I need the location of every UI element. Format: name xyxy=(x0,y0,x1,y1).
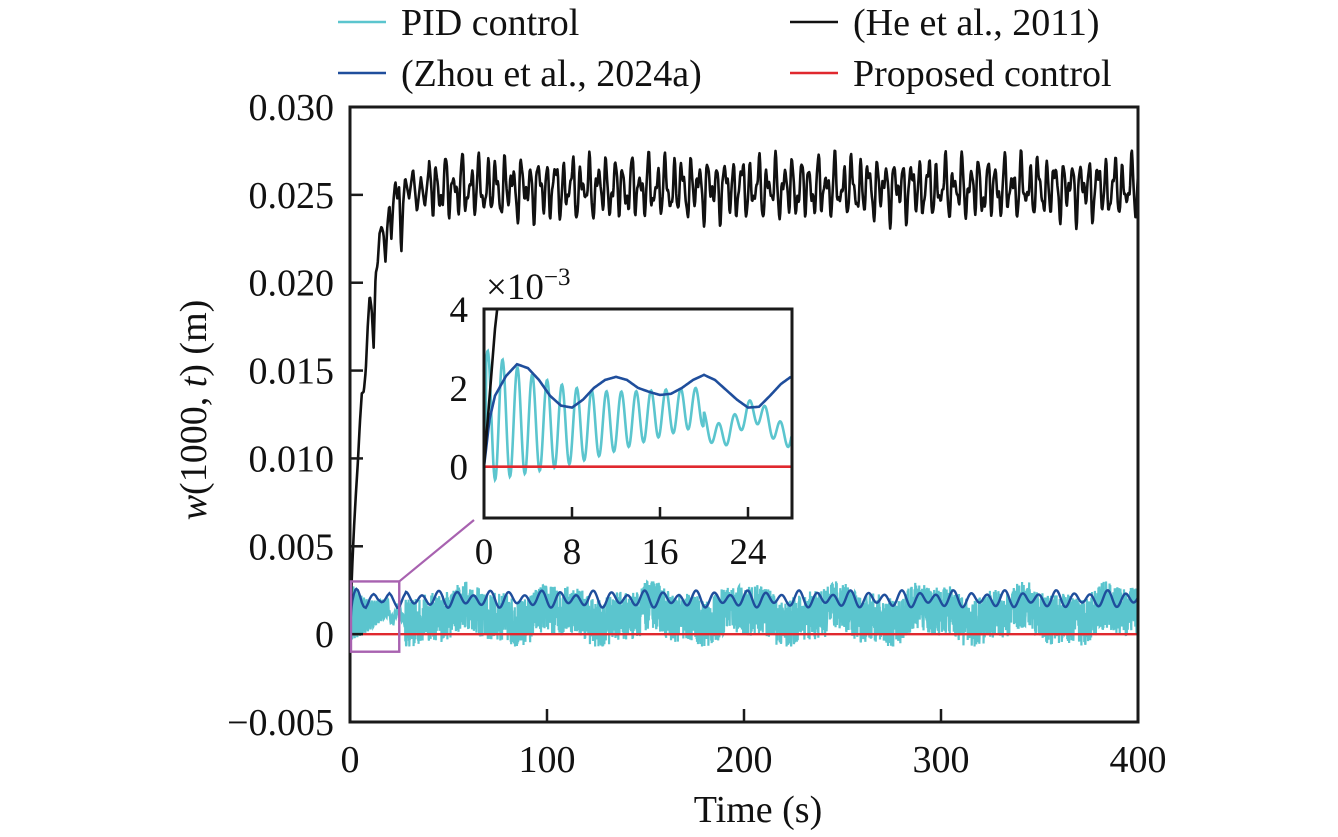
x-tick-label: 300 xyxy=(913,739,970,781)
inset-y-tick-label: 4 xyxy=(450,290,469,331)
inset-y-tick-label: 0 xyxy=(450,448,469,489)
series-zhou-2024a xyxy=(351,587,1137,635)
inset-scale-label: ×10−3 xyxy=(486,264,570,308)
x-tick-label: 400 xyxy=(1110,739,1167,781)
legend-label: Proposed control xyxy=(853,53,1112,95)
legend: PID control (He et al., 2011) (Zhou et al.… xyxy=(338,2,1112,95)
inset-x-tick-label: 24 xyxy=(730,532,767,573)
y-tick-label: 0.015 xyxy=(249,351,335,393)
inset-x-tick-label: 0 xyxy=(475,532,494,573)
series-pid-control xyxy=(351,579,1137,647)
inset-x-tick-label: 16 xyxy=(642,532,679,573)
x-axis-title: Time (s) xyxy=(694,789,822,831)
inset-x-tick-label: 8 xyxy=(563,532,582,573)
inset-series-zhou-2024a xyxy=(485,362,791,467)
inset-plot: 024 0 8 16 24 ×10−3 xyxy=(450,264,794,573)
legend-item: (He et al., 2011) xyxy=(790,2,1100,44)
y-axis-title: w(1000, t) (m) xyxy=(173,300,215,521)
x-tick-label: 0 xyxy=(341,739,360,781)
y-tick-label: 0.010 xyxy=(249,438,335,480)
y-tick-label: 0 xyxy=(315,614,334,656)
zoom-box xyxy=(349,580,401,653)
y-tick-label: 0.020 xyxy=(249,263,335,305)
y-tick-label: −0.005 xyxy=(227,702,334,744)
inset-y-tick-label: 2 xyxy=(450,369,469,410)
zoom-indicator xyxy=(349,519,475,653)
y-tick-label: 0.025 xyxy=(249,175,335,217)
series-he-2011 xyxy=(351,149,1137,635)
inset-series-he-2011 xyxy=(485,310,499,467)
x-tick-label: 100 xyxy=(519,739,576,781)
legend-label: (Zhou et al., 2024a) xyxy=(401,53,702,95)
zoom-connector-line xyxy=(398,519,475,583)
inset-series-pid-control xyxy=(485,348,791,484)
legend-item: PID control xyxy=(338,2,579,44)
legend-label: (He et al., 2011) xyxy=(853,2,1100,44)
inset-frame xyxy=(482,307,794,520)
x-tick-label: 200 xyxy=(716,739,773,781)
legend-label: PID control xyxy=(401,2,579,44)
y-tick-label: 0.030 xyxy=(249,87,335,129)
legend-item: Proposed control xyxy=(790,53,1112,95)
y-tick-label: 0.005 xyxy=(249,526,335,568)
legend-item: (Zhou et al., 2024a) xyxy=(338,53,702,95)
